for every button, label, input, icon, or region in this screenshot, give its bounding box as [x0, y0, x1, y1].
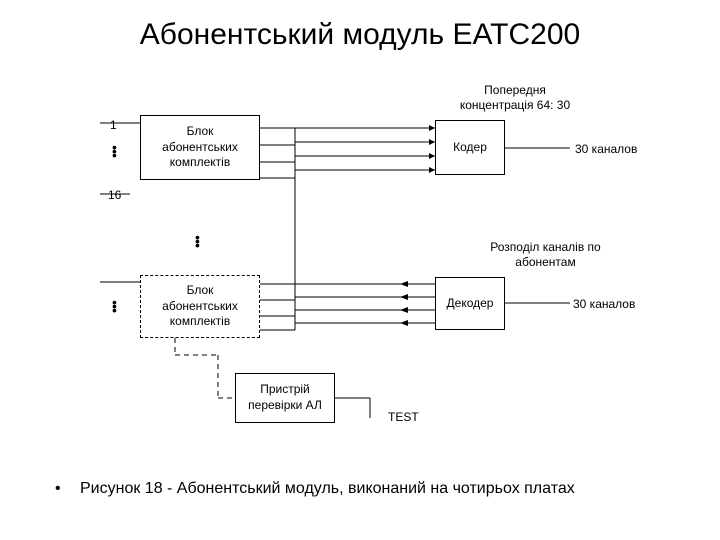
box-coder: Кодер [435, 120, 505, 175]
figure-caption: Рисунок 18 - Абонентський модуль, викона… [80, 480, 575, 498]
dots-mid: ••• [195, 235, 200, 247]
diagram-wires [0, 0, 720, 540]
box-decoder: Декодер [435, 277, 505, 330]
label-number-16: 16 [108, 188, 121, 203]
label-pre-concentration: Попередняконцентрація 64: 30 [445, 83, 585, 113]
box-subscriber-block-2: Блокабонентськихкомплектів [140, 275, 260, 338]
dots-left-top: ••• [112, 145, 117, 157]
label-test: TEST [388, 410, 419, 425]
label-30-channels-top: 30 каналов [575, 142, 637, 157]
dots-left-bottom: ••• [112, 300, 117, 312]
label-number-1: 1 [110, 118, 117, 133]
label-channel-distribution: Розподіл каналів поабонентам [463, 240, 628, 270]
caption-bullet: • [55, 480, 61, 498]
box-test-device: Пристрійперевірки АЛ [235, 373, 335, 423]
label-30-channels-bottom: 30 каналов [573, 297, 635, 312]
page-title: Абонентський модуль ЕАТС200 [0, 18, 720, 52]
box-subscriber-block-1: Блокабонентськихкомплектів [140, 115, 260, 180]
